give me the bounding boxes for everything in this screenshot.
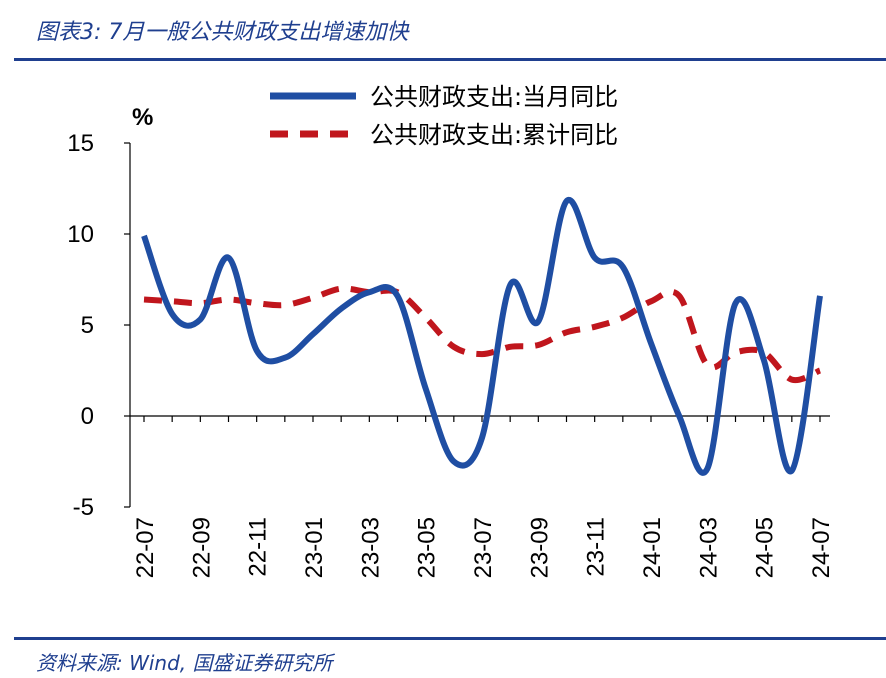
y-tick-label: -5 <box>73 494 94 521</box>
legend-item-monthly: 公共财政支出:当月同比 <box>270 83 618 111</box>
legend-label: 公共财政支出:累计同比 <box>370 121 618 149</box>
x-tick-label: 22-07 <box>132 517 159 578</box>
x-tick-label: 24-05 <box>752 517 779 578</box>
x-tick-label: 23-07 <box>470 517 497 578</box>
series-line-monthly <box>141 196 823 476</box>
y-tick-label: 10 <box>67 221 94 248</box>
axes: 15 10 5 0 -5% 22-07 22-09 22-11 23-01 23-03 23-05 2… <box>67 104 835 578</box>
series-line-cumulative <box>143 285 822 384</box>
x-tick-label: 23-05 <box>414 517 441 578</box>
x-tick-label: 24-01 <box>639 517 666 578</box>
y-tick-label: 0 <box>81 403 94 430</box>
x-tick-label: 24-03 <box>695 517 722 578</box>
bottom-rule <box>14 637 886 640</box>
x-tick-label: 23-11 <box>583 517 610 577</box>
x-tick-label: 24-07 <box>808 517 835 578</box>
y-tick-label: 15 <box>67 130 94 157</box>
x-tick-label: 23-09 <box>526 517 553 578</box>
top-rule <box>14 58 886 61</box>
series-group <box>141 196 823 476</box>
x-tick-label: 22-09 <box>188 517 215 578</box>
y-unit-label: % <box>132 104 153 131</box>
legend-item-cumulative: 公共财政支出:累计同比 <box>270 121 618 149</box>
y-tick-label: 5 <box>81 312 94 339</box>
legend-label: 公共财政支出:当月同比 <box>370 83 618 111</box>
x-tick-label: 23-01 <box>301 517 328 578</box>
x-tick-label: 22-11 <box>245 517 272 577</box>
figure-title: 图表3: 7月一般公共财政支出增速加快 <box>36 20 409 45</box>
x-tick-label: 23-03 <box>357 517 384 578</box>
source-note: 资料来源: Wind, 国盛证券研究所 <box>36 651 333 675</box>
